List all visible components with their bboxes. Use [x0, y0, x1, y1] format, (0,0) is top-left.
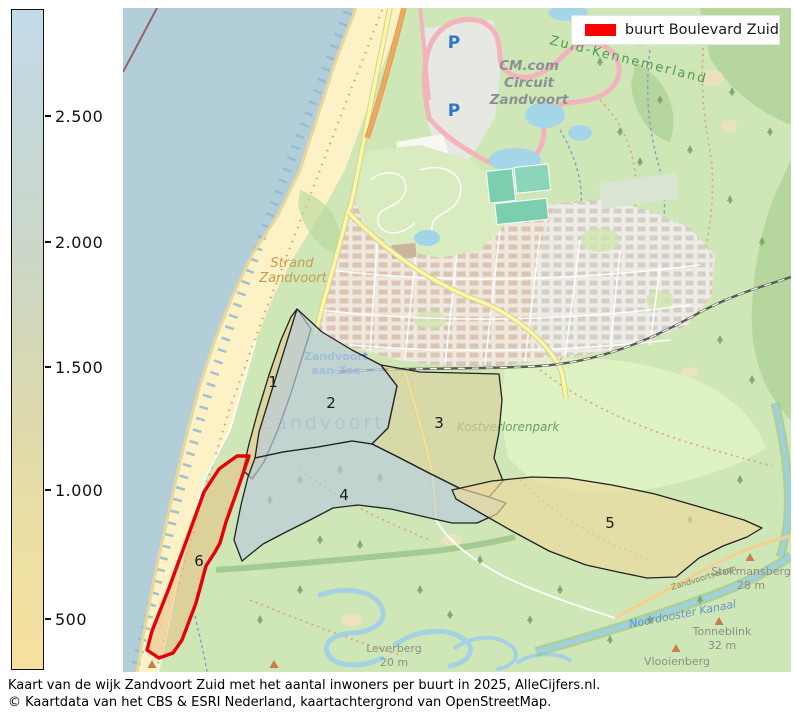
- tick-mark: [45, 366, 51, 368]
- town-parks: [414, 228, 674, 329]
- tick-label: 1.000: [55, 480, 104, 500]
- waterline: [135, 8, 358, 672]
- town-east-area: [530, 200, 713, 358]
- garden-area: [352, 145, 505, 258]
- leverberg-height: 20 m: [380, 656, 408, 669]
- strand-label-line1: Strand: [270, 256, 314, 271]
- tonneblink-height: 32 m: [708, 639, 736, 652]
- circuit-label-line1: CM.com: [499, 58, 559, 74]
- tick-mark: [45, 241, 51, 243]
- woods: [298, 8, 791, 420]
- district-number: 2: [326, 394, 336, 412]
- district-6-boulevard-zuid[interactable]: [145, 454, 251, 660]
- legend-swatch: [585, 24, 616, 36]
- caption-line2: © Kaartdata van het CBS & ESRI Nederland…: [8, 695, 552, 710]
- colorbar-tick: 1.000: [45, 480, 104, 500]
- tick-label: 1.500: [55, 357, 104, 377]
- parking-icon: P: [448, 101, 460, 121]
- circuit-label-line3: Zandvoort: [489, 92, 569, 108]
- district-number: 1: [268, 373, 278, 391]
- sea-line: [123, 8, 158, 73]
- stokmansberg-height: 28 m: [737, 579, 765, 592]
- garden-pond: [414, 230, 440, 246]
- strand-label-line2: Zandvoort: [258, 271, 327, 286]
- colorbar-tick: 2.000: [45, 232, 104, 252]
- tick-mark: [45, 489, 51, 491]
- tonneblink-label: Tonneblink: [692, 625, 752, 638]
- district-number: 4: [339, 486, 349, 504]
- legend-label: buurt Boulevard Zuid: [624, 22, 779, 38]
- beach: [137, 8, 405, 672]
- leverberg-label: Leverberg: [366, 642, 422, 655]
- facility-area: [598, 172, 680, 210]
- tick-label: 2.500: [55, 106, 104, 126]
- tick-mark: [45, 115, 51, 117]
- peak-markers: [147, 553, 755, 668]
- zandvoort-zuid-map[interactable]: Strand Zandvoort Zandvoort Zandvoort aan…: [123, 8, 791, 672]
- tick-label: 500: [55, 609, 88, 629]
- colorbar-tick: 1.500: [45, 357, 104, 377]
- district-number: 3: [434, 414, 444, 432]
- start-straight: [418, 8, 431, 101]
- population-colorbar: [11, 9, 44, 670]
- colorbar-tick: 2.500: [45, 106, 104, 126]
- east-canal: [773, 402, 791, 558]
- parking-icon: P: [448, 33, 460, 53]
- garden-paths: [369, 166, 462, 234]
- stokmansberg-label: Stokmansberg: [711, 565, 791, 578]
- tree-lane: [215, 534, 516, 573]
- district-4[interactable]: [233, 440, 507, 562]
- map-legend: buurt Boulevard Zuid: [571, 15, 780, 45]
- district-number: 5: [605, 514, 615, 532]
- tick-mark: [45, 618, 51, 620]
- circuit-label-line2: Circuit: [504, 75, 554, 91]
- noordooster-kanaal: [535, 554, 791, 655]
- railway-dashes: [331, 276, 791, 373]
- colorbar-tick: 500: [45, 609, 88, 629]
- sports-fields: [485, 163, 552, 226]
- tick-label: 2.000: [55, 232, 104, 252]
- caption-line1: Kaart van de wijk Zandvoort Zuid met het…: [8, 678, 601, 693]
- district-5[interactable]: [451, 476, 763, 579]
- vlooienberg-label: Vlooienberg: [644, 655, 710, 668]
- caption: Kaart van de wijk Zandvoort Zuid met het…: [8, 677, 600, 711]
- district-number: 6: [194, 552, 204, 570]
